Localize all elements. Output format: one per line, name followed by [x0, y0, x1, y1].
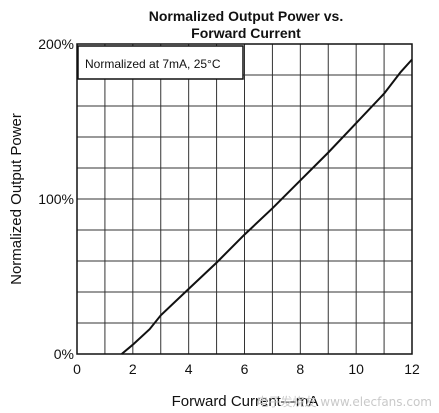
- annotation-text: Normalized at 7mA, 25°C: [85, 57, 221, 71]
- y-tick-label: 0%: [54, 346, 74, 362]
- series-line: [121, 58, 413, 355]
- watermark: 电子发烧友 www.elecfans.com: [256, 394, 432, 409]
- y-tick-label: 200%: [38, 36, 74, 52]
- y-tick-label: 100%: [38, 191, 74, 207]
- grid: [77, 44, 412, 354]
- chart-title-line-1: Normalized Output Power vs.: [149, 8, 343, 24]
- x-axis-label: Forward Current—mA: [172, 393, 319, 410]
- annotation-box: Normalized at 7mA, 25°C: [77, 45, 244, 80]
- x-tick-label: 10: [348, 361, 364, 377]
- x-tick-label: 6: [241, 361, 249, 377]
- plot-frame: [76, 43, 413, 355]
- x-tick-label: 8: [296, 361, 304, 377]
- x-tick-label: 0: [73, 361, 81, 377]
- x-tick-label: 2: [129, 361, 137, 377]
- x-tick-label: 12: [404, 361, 420, 377]
- annotation-frame: [77, 45, 244, 80]
- chart-title-line-2: Forward Current: [191, 25, 301, 41]
- y-axis-label: Normalized Output Power: [8, 113, 25, 285]
- tick-labels: 0 2 4 6 8 10 12 0% 100% 200%: [38, 36, 420, 377]
- x-tick-label: 4: [185, 361, 193, 377]
